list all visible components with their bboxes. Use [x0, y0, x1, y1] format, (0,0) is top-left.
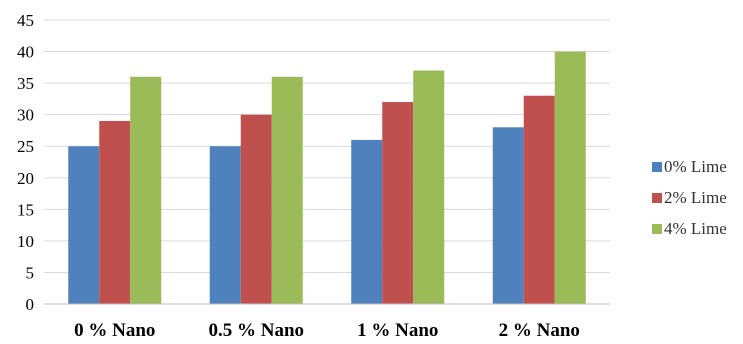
y-tick-label: 30 — [17, 106, 34, 125]
legend-swatch — [652, 193, 662, 203]
bar — [99, 120, 131, 304]
bar — [523, 95, 555, 304]
bars — [68, 51, 586, 305]
y-tick-label: 35 — [17, 74, 34, 93]
y-tick-label: 20 — [17, 169, 34, 188]
legend: 0% Lime 2% Lime 4% Lime — [652, 157, 727, 238]
y-tick-label: 15 — [17, 200, 34, 219]
x-category-label: 0 % Nano — [74, 320, 155, 341]
x-category-label: 2 % Nano — [499, 320, 580, 341]
x-category-label: 1 % Nano — [357, 320, 438, 341]
bar — [130, 76, 162, 304]
y-axis-ticks: 0 5 10 15 20 25 30 35 40 45 — [17, 11, 34, 314]
legend-label: 4% Lime — [664, 219, 727, 238]
bar — [413, 70, 445, 304]
y-tick-label: 0 — [26, 295, 35, 314]
bar — [351, 139, 383, 304]
x-axis-categories: 0 % Nano 0.5 % Nano 1 % Nano 2 % Nano — [74, 320, 580, 341]
legend-swatch — [652, 162, 662, 172]
bar — [68, 146, 100, 304]
y-tick-label: 45 — [17, 11, 34, 30]
bar — [554, 51, 586, 304]
legend-label: 2% Lime — [664, 188, 727, 207]
bar — [240, 114, 272, 305]
y-tick-label: 5 — [26, 263, 35, 282]
y-tick-label: 10 — [17, 232, 34, 251]
bar — [382, 102, 414, 305]
legend-label: 0% Lime — [664, 157, 727, 176]
y-tick-label: 40 — [17, 43, 34, 62]
legend-swatch — [652, 224, 662, 234]
y-tick-label: 25 — [17, 137, 34, 156]
bar — [271, 76, 303, 304]
bar — [492, 127, 524, 305]
x-category-label: 0.5 % Nano — [208, 320, 304, 341]
bar — [209, 146, 241, 304]
